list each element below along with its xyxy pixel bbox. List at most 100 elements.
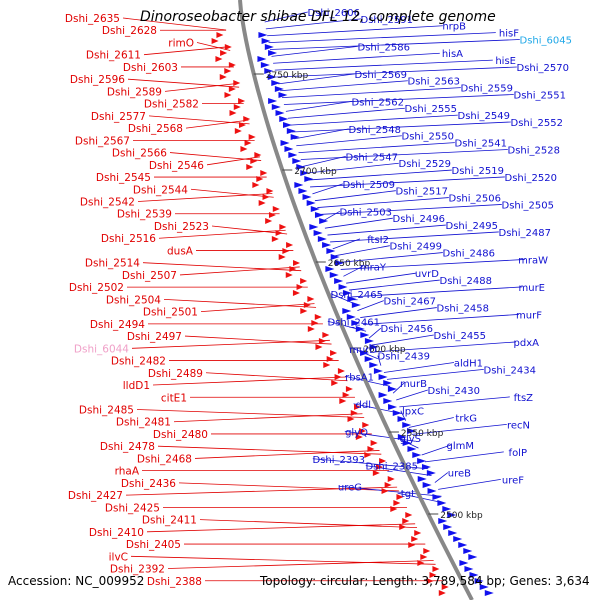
minus-strand-arrow xyxy=(367,446,375,452)
gene-label-right: trkG xyxy=(455,414,477,425)
plus-strand-arrow xyxy=(317,236,327,242)
gene-label-right: Dshi_2555 xyxy=(405,104,457,115)
gene-label-left: Dshi_2568 xyxy=(128,123,183,135)
leader-line-right xyxy=(307,169,452,181)
gene-label-left: Dshi_2480 xyxy=(153,429,208,441)
minus-strand-arrow xyxy=(342,392,350,398)
leader-line-right xyxy=(317,197,449,208)
gene-label-left: Dshi_2485 xyxy=(79,404,134,416)
minus-strand-arrow xyxy=(314,314,322,320)
plus-strand-arrow xyxy=(329,272,339,278)
leader-line-right xyxy=(351,286,522,298)
plus-strand-arrow xyxy=(296,164,306,170)
plus-strand-arrow xyxy=(469,572,479,578)
gene-label-right: Dshi_2458 xyxy=(437,304,489,315)
minus-strand-arrow xyxy=(296,284,304,290)
plus-strand-arrow xyxy=(304,176,314,182)
leader-line-right xyxy=(324,217,393,229)
plus-strand-arrow xyxy=(407,446,417,452)
gene-label-right: Dshi_2591 xyxy=(361,15,413,26)
leader-line-left xyxy=(148,115,250,125)
minus-strand-arrow xyxy=(396,494,404,500)
leader-line-right xyxy=(274,59,493,71)
plus-strand-arrow xyxy=(298,188,308,194)
gene-label-right: tgt xyxy=(401,489,415,500)
minus-strand-arrow xyxy=(303,302,311,308)
ruler-tick-label: 2750 kbp xyxy=(266,71,309,81)
leader-line-left xyxy=(167,560,434,569)
minus-strand-arrow xyxy=(256,176,264,182)
plus-strand-arrow xyxy=(326,248,336,254)
minus-strand-arrow xyxy=(429,572,437,578)
gene-label-right: aldH1 xyxy=(454,359,483,370)
plus-strand-arrow xyxy=(397,416,407,422)
minus-strand-arrow xyxy=(285,272,293,278)
gene-label-left: Dshi_2567 xyxy=(75,135,130,147)
plus-strand-arrow xyxy=(378,374,388,380)
gene-label-right: mraW xyxy=(518,255,548,266)
gene-label-right: ureG xyxy=(338,482,362,493)
plus-strand-arrow xyxy=(260,62,270,68)
leader-line-left xyxy=(173,413,363,423)
ruler-tick-label: 2600 kbp xyxy=(363,345,406,355)
topology-summary: Topology: circular; Length: 3,789,584 bp… xyxy=(260,574,590,588)
minus-strand-arrow xyxy=(289,266,297,272)
leader-line-right xyxy=(363,314,519,325)
gene-label-right: hisE xyxy=(495,56,516,67)
gene-label-right: Dshi_2486 xyxy=(443,249,495,260)
gene-label-left: Dshi_2507 xyxy=(122,270,177,282)
leader-line-right xyxy=(271,45,358,57)
plus-strand-arrow xyxy=(438,518,448,524)
gene-label-right: ftsZ xyxy=(514,393,533,404)
leader-line-left xyxy=(206,156,260,166)
gene-label-right: Dshi_2563 xyxy=(408,77,460,88)
leader-line-right xyxy=(289,114,458,126)
gene-label-left: Dshi_6044 xyxy=(74,343,129,355)
leader-line-right xyxy=(343,265,363,277)
minus-strand-arrow xyxy=(387,476,395,482)
ruler-tick-label: 2650 kbp xyxy=(328,259,371,269)
leader-line-left xyxy=(211,225,288,235)
minus-strand-arrow xyxy=(258,200,266,206)
minus-strand-arrow xyxy=(272,206,280,212)
minus-strand-arrow xyxy=(326,356,334,362)
gene-label-right: hisA xyxy=(442,49,463,60)
minus-strand-arrow xyxy=(330,350,338,356)
plus-strand-arrow xyxy=(432,494,442,500)
gene-label-left: Dshi_2388 xyxy=(147,576,202,588)
leader-line-right xyxy=(357,300,384,312)
minus-strand-arrow xyxy=(345,386,353,392)
genome-ruler: 2750 kbp 2700 kbp 2650 kbp 2600 kbp 2550 kbp… xyxy=(238,0,483,600)
accession-text: Accession: NC_009952 xyxy=(8,574,145,588)
leader-line-right xyxy=(283,94,514,105)
gene-label-right: mraY xyxy=(360,262,387,273)
plus-strand-arrow xyxy=(351,302,361,308)
plus-strand-arrow xyxy=(360,350,370,356)
leader-line-left xyxy=(158,229,286,239)
leader-line-left xyxy=(130,555,436,565)
minus-strand-arrow xyxy=(441,584,449,590)
gene-label-right: Dshi_2520 xyxy=(505,173,557,184)
minus-strand-arrow xyxy=(248,134,256,140)
gene-label-left: Dshi_2497 xyxy=(127,331,182,343)
plus-strand-arrow xyxy=(417,476,427,482)
minus-strand-arrow xyxy=(331,380,339,386)
gene-label-left: Dshi_2425 xyxy=(105,502,160,514)
gene-label-left: Dshi_2405 xyxy=(126,539,181,551)
gene-label-left: Dshi_2516 xyxy=(101,233,156,245)
leader-line-right xyxy=(346,272,416,284)
plus-strand-arrow xyxy=(447,512,457,518)
plus-strand-arrow xyxy=(426,470,436,476)
gene-label-right: Dshi_2548 xyxy=(349,125,401,136)
gene-label-left: Dshi_2596 xyxy=(70,74,125,86)
gene-label-left: citE1 xyxy=(161,392,187,404)
minus-strand-arrow xyxy=(307,326,315,332)
minus-strand-arrow xyxy=(220,50,228,56)
leader-lines xyxy=(122,11,525,582)
minus-strand-arrow xyxy=(390,506,398,512)
gene-label-left: Dshi_2494 xyxy=(90,319,145,331)
gene-label-left: Dshi_2582 xyxy=(144,99,199,111)
minus-strand-arrow xyxy=(286,242,294,248)
leader-line-right xyxy=(276,66,517,78)
gene-label-left: rimO xyxy=(168,37,194,49)
